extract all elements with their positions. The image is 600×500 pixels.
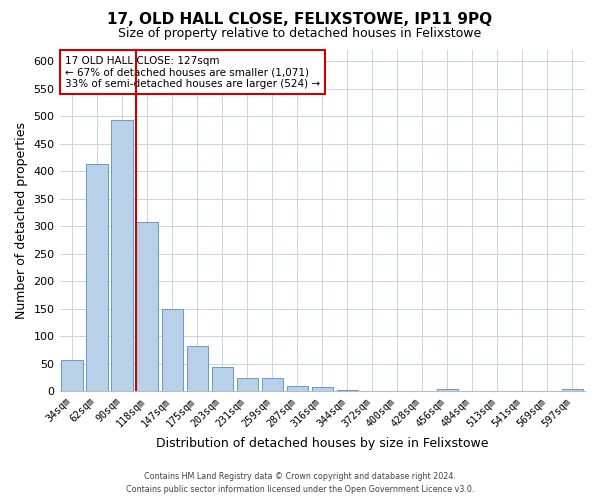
Bar bbox=[337, 390, 358, 392]
Bar bbox=[86, 164, 108, 392]
Bar bbox=[262, 378, 283, 392]
Bar bbox=[236, 378, 258, 392]
Bar bbox=[437, 388, 458, 392]
X-axis label: Distribution of detached houses by size in Felixstowe: Distribution of detached houses by size … bbox=[156, 437, 488, 450]
Y-axis label: Number of detached properties: Number of detached properties bbox=[15, 122, 28, 319]
Bar bbox=[562, 388, 583, 392]
Text: 17 OLD HALL CLOSE: 127sqm
← 67% of detached houses are smaller (1,071)
33% of se: 17 OLD HALL CLOSE: 127sqm ← 67% of detac… bbox=[65, 56, 320, 89]
Text: 17, OLD HALL CLOSE, FELIXSTOWE, IP11 9PQ: 17, OLD HALL CLOSE, FELIXSTOWE, IP11 9PQ bbox=[107, 12, 493, 28]
Bar bbox=[311, 387, 333, 392]
Bar bbox=[212, 366, 233, 392]
Bar bbox=[187, 346, 208, 392]
Bar bbox=[287, 386, 308, 392]
Bar bbox=[61, 360, 83, 392]
Bar bbox=[136, 222, 158, 392]
Bar bbox=[161, 308, 183, 392]
Text: Contains HM Land Registry data © Crown copyright and database right 2024.
Contai: Contains HM Land Registry data © Crown c… bbox=[126, 472, 474, 494]
Bar bbox=[112, 120, 133, 392]
Text: Size of property relative to detached houses in Felixstowe: Size of property relative to detached ho… bbox=[118, 28, 482, 40]
